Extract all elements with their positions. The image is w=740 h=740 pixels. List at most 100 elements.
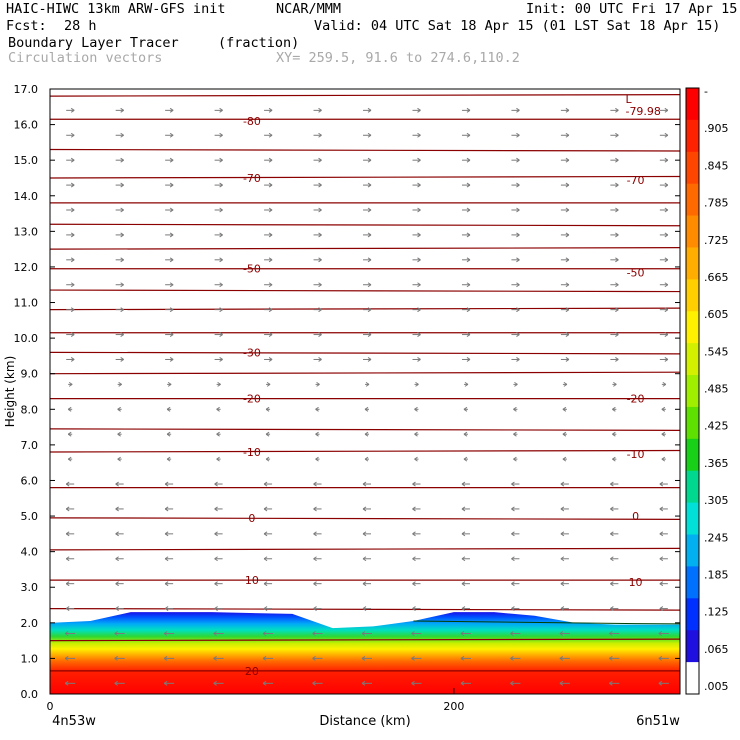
circulation-vector: [511, 531, 520, 537]
circulation-vector: [461, 332, 471, 337]
colorbar-swatch: [686, 470, 699, 504]
circulation-vector: [65, 556, 75, 562]
colorbar-swatch: [686, 151, 699, 185]
circulation-vector: [66, 357, 75, 362]
circulation-vector: [66, 207, 75, 213]
circulation-vector: [610, 182, 619, 188]
circulation-vector: [66, 257, 75, 263]
cross-section-xy: XY= 259.5, 91.6 to 274.6,110.2: [276, 50, 520, 66]
contour-label: -10: [627, 448, 645, 461]
y-tick-label: 16.0: [14, 119, 39, 132]
circulation-vector: [411, 680, 422, 686]
circulation-vector: [461, 282, 471, 288]
circulation-vector: [362, 506, 372, 512]
circulation-vector: [412, 182, 421, 188]
circulation-vector: [461, 132, 471, 138]
circulation-vector: [363, 182, 372, 188]
colorbar-label: .305: [704, 494, 729, 507]
circulation-vector: [461, 581, 470, 587]
y-tick-label: 4.0: [21, 546, 39, 559]
circulation-vector: [265, 456, 271, 462]
circulation-vector: [313, 357, 322, 362]
circulation-vector: [659, 257, 669, 263]
colorbar-label: .005: [704, 680, 729, 693]
circulation-vector: [66, 332, 75, 337]
y-tick-label: 8.0: [21, 403, 39, 416]
circulation-vector: [264, 257, 273, 263]
x-end-point: 6n51w: [636, 714, 680, 729]
circulation-vector: [560, 207, 570, 213]
circulation-vector: [65, 531, 75, 537]
circulation-vector: [165, 182, 174, 188]
circulation-vector: [214, 207, 223, 213]
circulation-vector: [64, 655, 76, 661]
circulation-vector: [511, 357, 520, 362]
x-tick-label: 200: [443, 700, 464, 713]
circulation-vector: [214, 581, 223, 587]
circulation-vector: [659, 506, 668, 512]
circulation-vector: [659, 556, 668, 562]
circulation-vector: [560, 282, 570, 288]
colorbar-swatch: [686, 438, 699, 472]
circulation-vector: [363, 307, 372, 313]
colorbar-label: .365: [704, 457, 729, 470]
contour-label: -50: [243, 263, 261, 276]
circulation-vector: [511, 282, 520, 288]
circulation-vector: [263, 531, 273, 537]
circulation-vector: [412, 581, 421, 587]
circulation-vector: [214, 282, 223, 288]
circulation-vector: [262, 655, 274, 661]
circulation-vector: [658, 631, 669, 636]
org-label: NCAR/MMM: [276, 1, 342, 17]
circulation-vector: [659, 107, 669, 113]
circulation-vector: [412, 307, 421, 313]
circulation-vector: [216, 406, 221, 412]
circulation-vector: [414, 456, 419, 462]
circulation-vector: [412, 232, 421, 238]
circulation-vector: [66, 182, 75, 188]
circulation-vector: [313, 282, 322, 288]
y-tick-label: 15.0: [14, 154, 39, 167]
circulation-vector: [68, 381, 73, 387]
circulation-vector: [461, 481, 470, 487]
circulation-vector: [412, 556, 421, 562]
circulation-vector: [363, 232, 372, 238]
circulation-vector: [560, 357, 570, 362]
circulation-vector: [659, 232, 669, 238]
contour-label: -70: [243, 172, 261, 185]
circulation-vector: [117, 456, 122, 462]
model-title: HAIC-HIWC 13km ARW-GFS init: [6, 1, 226, 17]
circulation-vector: [167, 381, 172, 387]
circulation-vector: [560, 332, 570, 337]
circulation-vector: [461, 257, 471, 263]
circulation-vector: [414, 431, 419, 437]
colorbar-swatch: [686, 311, 699, 344]
circulation-vector: [610, 257, 619, 263]
fcst-value: 28 h: [64, 18, 97, 34]
colorbar-label: .425: [704, 420, 729, 433]
circulation-vector: [164, 556, 174, 562]
contour-min-marker: L: [625, 93, 632, 106]
contour-label: -50: [627, 266, 645, 279]
circulation-vector: [412, 357, 421, 362]
circulation-vector: [216, 456, 221, 462]
circulation-vector: [661, 381, 667, 387]
circulation-vector: [461, 531, 470, 537]
circulation-vector: [659, 157, 669, 163]
contour-label: 10: [245, 574, 259, 587]
circulation-vector: [362, 606, 372, 612]
circulation-vector: [612, 456, 617, 462]
circulation-vector: [166, 406, 172, 412]
circulation-vector: [214, 506, 223, 512]
circulation-vector: [66, 282, 75, 288]
circulation-vector: [313, 182, 322, 188]
colorbar-label: .665: [704, 271, 729, 284]
circulation-vector: [511, 481, 520, 487]
temperature-contour: [50, 289, 680, 293]
temperature-contour: [50, 351, 680, 355]
circulation-vector: [460, 631, 471, 636]
circulation-vector: [264, 207, 273, 213]
circulation-vector: [559, 631, 570, 636]
y-tick-label: 5.0: [21, 510, 39, 523]
circulation-vector: [362, 481, 372, 487]
